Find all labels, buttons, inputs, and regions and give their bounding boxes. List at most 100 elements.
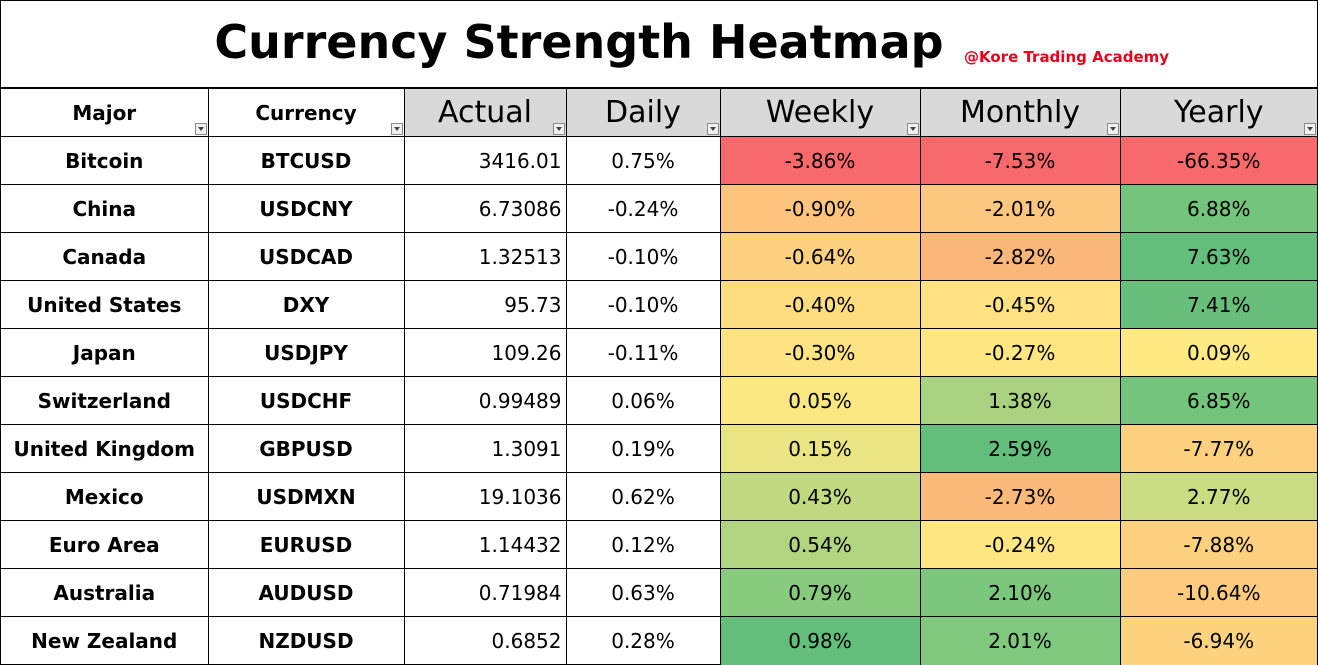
major-cell[interactable]: Euro Area bbox=[1, 520, 209, 569]
yearly-cell[interactable]: -7.88% bbox=[1119, 520, 1317, 569]
currency-cell[interactable]: USDCNY bbox=[207, 184, 405, 233]
table-row: Bitcoin BTCUSD 3416.01 0.75% -3.86% -7.53% -66… bbox=[1, 136, 1317, 185]
major-cell[interactable]: United States bbox=[1, 280, 209, 329]
currency-cell[interactable]: BTCUSD bbox=[207, 136, 405, 185]
weekly-cell[interactable]: 0.05% bbox=[719, 376, 921, 425]
heatmap-table: Major Currency Actual Daily Weekly bbox=[1, 88, 1317, 665]
title-bar: Currency Strength Heatmap @Kore Trading … bbox=[1, 1, 1317, 88]
daily-cell[interactable]: -0.10% bbox=[565, 280, 721, 329]
currency-cell[interactable]: NZDUSD bbox=[207, 616, 405, 665]
daily-cell[interactable]: 0.19% bbox=[565, 424, 721, 473]
yearly-cell[interactable]: 7.63% bbox=[1119, 232, 1317, 281]
yearly-cell[interactable]: -66.35% bbox=[1119, 136, 1317, 185]
major-cell[interactable]: Bitcoin bbox=[1, 136, 209, 185]
column-header-actual: Actual bbox=[403, 88, 567, 137]
daily-cell[interactable]: 0.63% bbox=[565, 568, 721, 617]
monthly-cell[interactable]: -2.82% bbox=[919, 232, 1121, 281]
daily-cell[interactable]: 0.28% bbox=[565, 616, 721, 665]
major-cell[interactable]: Canada bbox=[1, 232, 209, 281]
currency-cell[interactable]: EURUSD bbox=[207, 520, 405, 569]
actual-cell[interactable]: 3416.01 bbox=[403, 136, 567, 185]
daily-cell[interactable]: 0.12% bbox=[565, 520, 721, 569]
actual-cell[interactable]: 1.14432 bbox=[403, 520, 567, 569]
filter-dropdown-icon[interactable] bbox=[1106, 123, 1119, 135]
yearly-cell[interactable]: 0.09% bbox=[1119, 328, 1317, 377]
column-header-monthly: Monthly bbox=[919, 88, 1121, 137]
actual-cell[interactable]: 109.26 bbox=[403, 328, 567, 377]
daily-cell[interactable]: -0.11% bbox=[565, 328, 721, 377]
actual-cell[interactable]: 19.1036 bbox=[403, 472, 567, 521]
weekly-cell[interactable]: 0.54% bbox=[719, 520, 921, 569]
header-row: Major Currency Actual Daily Weekly bbox=[1, 88, 1317, 137]
actual-cell[interactable]: 1.32513 bbox=[403, 232, 567, 281]
currency-cell[interactable]: AUDUSD bbox=[207, 568, 405, 617]
major-cell[interactable]: United Kingdom bbox=[1, 424, 209, 473]
monthly-cell[interactable]: -0.45% bbox=[919, 280, 1121, 329]
weekly-cell[interactable]: -3.86% bbox=[719, 136, 921, 185]
yearly-cell[interactable]: 7.41% bbox=[1119, 280, 1317, 329]
weekly-cell[interactable]: 0.43% bbox=[719, 472, 921, 521]
daily-cell[interactable]: -0.10% bbox=[565, 232, 721, 281]
weekly-cell[interactable]: -0.40% bbox=[719, 280, 921, 329]
filter-dropdown-icon[interactable] bbox=[194, 123, 207, 135]
monthly-cell[interactable]: 1.38% bbox=[919, 376, 1121, 425]
actual-cell[interactable]: 6.73086 bbox=[403, 184, 567, 233]
major-cell[interactable]: China bbox=[1, 184, 209, 233]
daily-cell[interactable]: 0.75% bbox=[565, 136, 721, 185]
filter-dropdown-icon[interactable] bbox=[1304, 123, 1316, 135]
yearly-cell[interactable]: 6.88% bbox=[1119, 184, 1317, 233]
table-row: China USDCNY 6.73086 -0.24% -0.90% -2.01% 6.88… bbox=[1, 184, 1317, 233]
currency-cell[interactable]: DXY bbox=[207, 280, 405, 329]
weekly-cell[interactable]: -0.30% bbox=[719, 328, 921, 377]
table-row: United Kingdom GBPUSD 1.3091 0.19% 0.15% 2.59… bbox=[1, 424, 1317, 473]
monthly-cell[interactable]: 2.10% bbox=[919, 568, 1121, 617]
table-row: Switzerland USDCHF 0.99489 0.06% 0.05% 1.38% 6… bbox=[1, 376, 1317, 425]
monthly-cell[interactable]: -7.53% bbox=[919, 136, 1121, 185]
weekly-cell[interactable]: -0.64% bbox=[719, 232, 921, 281]
yearly-cell[interactable]: -6.94% bbox=[1119, 616, 1317, 665]
yearly-cell[interactable]: 2.77% bbox=[1119, 472, 1317, 521]
actual-cell[interactable]: 1.3091 bbox=[403, 424, 567, 473]
filter-dropdown-icon[interactable] bbox=[906, 123, 919, 135]
currency-cell[interactable]: USDCAD bbox=[207, 232, 405, 281]
actual-cell[interactable]: 0.71984 bbox=[403, 568, 567, 617]
daily-cell[interactable]: 0.06% bbox=[565, 376, 721, 425]
currency-cell[interactable]: USDMXN bbox=[207, 472, 405, 521]
column-header-label: Yearly bbox=[1173, 94, 1264, 130]
actual-cell[interactable]: 0.99489 bbox=[403, 376, 567, 425]
column-header-label: Monthly bbox=[959, 94, 1081, 130]
filter-dropdown-icon[interactable] bbox=[706, 123, 719, 135]
major-cell[interactable]: Mexico bbox=[1, 472, 209, 521]
column-header-label: Weekly bbox=[765, 94, 875, 130]
major-cell[interactable]: New Zealand bbox=[1, 616, 209, 665]
major-cell[interactable]: Switzerland bbox=[1, 376, 209, 425]
yearly-cell[interactable]: -7.77% bbox=[1119, 424, 1317, 473]
actual-cell[interactable]: 0.6852 bbox=[403, 616, 567, 665]
weekly-cell[interactable]: 0.79% bbox=[719, 568, 921, 617]
monthly-cell[interactable]: 2.59% bbox=[919, 424, 1121, 473]
yearly-cell[interactable]: -10.64% bbox=[1119, 568, 1317, 617]
daily-cell[interactable]: 0.62% bbox=[565, 472, 721, 521]
currency-cell[interactable]: USDJPY bbox=[207, 328, 405, 377]
major-cell[interactable]: Japan bbox=[1, 328, 209, 377]
weekly-cell[interactable]: 0.15% bbox=[719, 424, 921, 473]
filter-dropdown-icon[interactable] bbox=[390, 123, 403, 135]
monthly-cell[interactable]: 2.01% bbox=[919, 616, 1121, 665]
weekly-cell[interactable]: -0.90% bbox=[719, 184, 921, 233]
table-row: United States DXY 95.73 -0.10% -0.40% -0.45% 7… bbox=[1, 280, 1317, 329]
actual-cell[interactable]: 95.73 bbox=[403, 280, 567, 329]
yearly-cell[interactable]: 6.85% bbox=[1119, 376, 1317, 425]
monthly-cell[interactable]: -2.01% bbox=[919, 184, 1121, 233]
column-header-label: Actual bbox=[438, 94, 532, 130]
monthly-cell[interactable]: -0.24% bbox=[919, 520, 1121, 569]
daily-cell[interactable]: -0.24% bbox=[565, 184, 721, 233]
currency-cell[interactable]: GBPUSD bbox=[207, 424, 405, 473]
column-header-yearly: Yearly bbox=[1119, 88, 1317, 137]
filter-dropdown-icon[interactable] bbox=[552, 123, 565, 135]
monthly-cell[interactable]: -0.27% bbox=[919, 328, 1121, 377]
weekly-cell[interactable]: 0.98% bbox=[719, 616, 921, 665]
major-cell[interactable]: Australia bbox=[1, 568, 209, 617]
currency-cell[interactable]: USDCHF bbox=[207, 376, 405, 425]
monthly-cell[interactable]: -2.73% bbox=[919, 472, 1121, 521]
table-row: Japan USDJPY 109.26 -0.11% -0.30% -0.27% 0.09% bbox=[1, 328, 1317, 377]
